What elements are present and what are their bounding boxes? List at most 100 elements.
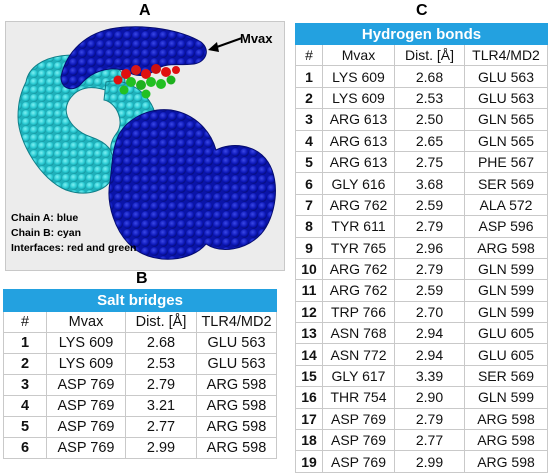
table-row: 18 ASP 769 2.77 ARG 598 <box>295 429 548 452</box>
table-row: 8 TYR 611 2.79 ASP 596 <box>295 215 548 238</box>
table-row: 2 LYS 609 2.53 GLU 563 <box>3 353 277 375</box>
cell-distance: 2.94 <box>394 322 465 345</box>
legend-chain-b: Chain B: cyan <box>11 227 82 239</box>
cell-distance: 2.77 <box>125 416 197 438</box>
cell-mvax-residue: TYR 611 <box>322 215 395 238</box>
mvax-arrow-label: Mvax <box>240 31 273 46</box>
cell-tlr4-residue: GLU 563 <box>464 86 548 110</box>
panel-label-a: A <box>139 2 151 19</box>
cell-distance: 2.79 <box>394 407 465 431</box>
hb-header-row: # Mvax Dist. [Å] TLR4/MD2 <box>295 43 548 67</box>
cell-tlr4-residue: GLN 599 <box>464 279 548 302</box>
table-row: 9 TYR 765 2.96 ARG 598 <box>295 236 548 259</box>
legend-chain-a: Chain A: blue <box>11 212 79 224</box>
cell-tlr4-residue: ASP 596 <box>464 215 548 238</box>
cell-tlr4-residue: ARG 598 <box>196 437 277 459</box>
cell-index: 12 <box>295 300 323 324</box>
cell-tlr4-residue: GLU 563 <box>196 353 277 375</box>
cell-distance: 2.75 <box>394 150 465 174</box>
cell-tlr4-residue: ARG 598 <box>464 407 548 431</box>
cell-tlr4-residue: GLN 599 <box>464 257 548 281</box>
table-row: 2 LYS 609 2.53 GLU 563 <box>295 86 548 110</box>
cell-index: 7 <box>295 193 323 217</box>
hydrogen-bonds-table: Hydrogen bonds # Mvax Dist. [Å] TLR4/MD2… <box>295 23 548 473</box>
cell-mvax-residue: ARG 762 <box>322 193 395 217</box>
panel-label-b: B <box>136 270 148 287</box>
cell-distance: 3.21 <box>125 395 197 417</box>
cell-index: 4 <box>295 129 323 152</box>
col-header-distance: Dist. [Å] <box>394 43 465 67</box>
cell-index: 5 <box>295 150 323 174</box>
cell-index: 16 <box>295 386 323 409</box>
cell-mvax-residue: ARG 613 <box>322 150 395 174</box>
table-row: 13 ASN 768 2.94 GLU 605 <box>295 322 548 345</box>
cell-index: 1 <box>295 65 323 88</box>
cell-distance: 2.79 <box>394 215 465 238</box>
cell-distance: 2.99 <box>394 450 465 473</box>
cell-distance: 2.94 <box>394 343 465 366</box>
col-header-mvax: Mvax <box>46 311 126 333</box>
cell-tlr4-residue: GLN 565 <box>464 129 548 152</box>
cell-mvax-residue: LYS 609 <box>46 332 126 354</box>
cell-tlr4-residue: SER 569 <box>464 364 548 388</box>
cell-distance: 2.59 <box>394 193 465 217</box>
cell-distance: 2.50 <box>394 108 465 131</box>
table-row: 3 ASP 769 2.79 ARG 598 <box>3 374 277 396</box>
salt-bridges-table: Salt bridges # Mvax Dist. [Å] TLR4/MD2 1… <box>3 289 277 459</box>
cell-index: 8 <box>295 215 323 238</box>
cell-index: 10 <box>295 257 323 281</box>
table-row: 14 ASN 772 2.94 GLU 605 <box>295 343 548 366</box>
cell-mvax-residue: ASP 769 <box>322 407 395 431</box>
panel-label-c: C <box>416 2 428 19</box>
cell-tlr4-residue: ARG 598 <box>196 416 277 438</box>
cell-distance: 2.70 <box>394 300 465 324</box>
table-row: 15 GLY 617 3.39 SER 569 <box>295 364 548 388</box>
cell-index: 19 <box>295 450 323 473</box>
cell-mvax-residue: ASN 768 <box>322 322 395 345</box>
cell-index: 13 <box>295 322 323 345</box>
cell-mvax-residue: TYR 765 <box>322 236 395 259</box>
cell-tlr4-residue: ALA 572 <box>464 193 548 217</box>
cell-distance: 2.96 <box>394 236 465 259</box>
cell-mvax-residue: LYS 609 <box>322 86 395 110</box>
cell-index: 11 <box>295 279 323 302</box>
cell-tlr4-residue: GLU 605 <box>464 343 548 366</box>
cell-index: 3 <box>3 374 47 396</box>
cell-tlr4-residue: GLU 563 <box>464 65 548 88</box>
cell-index: 18 <box>295 429 323 452</box>
cell-index: 17 <box>295 407 323 431</box>
arrow-head <box>208 42 219 52</box>
table-row: 3 ARG 613 2.50 GLN 565 <box>295 108 548 131</box>
cell-distance: 2.90 <box>394 386 465 409</box>
table-row: 10 ARG 762 2.79 GLN 599 <box>295 257 548 281</box>
table-row: 4 ARG 613 2.65 GLN 565 <box>295 129 548 152</box>
cell-mvax-residue: ASP 769 <box>46 416 126 438</box>
cell-index: 6 <box>3 437 47 459</box>
salt-bridges-title: Salt bridges <box>3 289 277 312</box>
table-row: 11 ARG 762 2.59 GLN 599 <box>295 279 548 302</box>
cell-index: 1 <box>3 332 47 354</box>
salt-header-row: # Mvax Dist. [Å] TLR4/MD2 <box>3 311 277 333</box>
cell-tlr4-residue: GLN 599 <box>464 300 548 324</box>
cell-index: 14 <box>295 343 323 366</box>
cell-index: 4 <box>3 395 47 417</box>
cell-mvax-residue: ASP 769 <box>46 437 126 459</box>
cell-index: 2 <box>295 86 323 110</box>
col-header-index: # <box>3 311 47 333</box>
cell-mvax-residue: THR 754 <box>322 386 395 409</box>
cell-tlr4-residue: GLN 599 <box>464 386 548 409</box>
cell-mvax-residue: ARG 762 <box>322 279 395 302</box>
cell-distance: 2.79 <box>394 257 465 281</box>
cell-distance: 3.39 <box>394 364 465 388</box>
cell-tlr4-residue: ARG 598 <box>196 395 277 417</box>
hydrogen-bonds-title: Hydrogen bonds <box>295 23 548 45</box>
cell-tlr4-residue: ARG 598 <box>464 450 548 473</box>
interface-residues <box>113 64 180 99</box>
table-row: 12 TRP 766 2.70 GLN 599 <box>295 300 548 324</box>
cell-distance: 2.68 <box>125 332 197 354</box>
cell-tlr4-residue: ARG 598 <box>196 374 277 396</box>
col-header-distance: Dist. [Å] <box>125 311 197 333</box>
cell-mvax-residue: ASP 769 <box>46 374 126 396</box>
cell-index: 6 <box>295 172 323 195</box>
cell-mvax-residue: ASP 769 <box>46 395 126 417</box>
